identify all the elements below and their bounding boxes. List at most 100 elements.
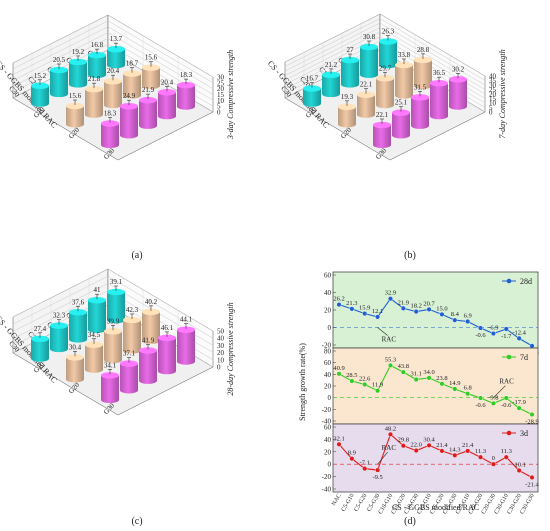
bar-G20-C30: 30.4 [66,343,84,383]
bar-body [104,331,122,364]
bar-G20-C30: 15.6 [66,92,84,128]
data-label: 23.8 [436,375,447,382]
bar-body [322,74,340,98]
bar-body [158,337,176,375]
data-label: 0 [492,455,495,462]
bar-body [376,78,394,109]
bar-body [142,311,160,345]
bar-body [360,47,378,78]
bar-top [31,82,49,90]
data-point [336,441,342,447]
data-label: -0.6 [475,332,486,339]
z-tick-label: 0 [217,364,221,372]
data-label: 24.9 [123,92,136,100]
bar-top [392,109,410,116]
bar-top [104,328,122,335]
bar-G10-C20: 21.2 [322,61,340,98]
data-label: 22.1 [360,81,373,89]
bar-body [66,106,84,128]
data-label: -7.1 [360,460,370,467]
bar-G10-C15: 37.6 [69,298,87,343]
y-tick-label: -40 [322,486,332,494]
data-label: 13.7 [110,35,123,43]
data-label: 21.8 [88,75,101,83]
bar-top [376,75,394,82]
bar-G10-C30: 16.7 [303,75,321,107]
data-point [413,448,419,454]
data-point [452,386,458,392]
panel-label-a: (a) [131,250,142,261]
bar-G20-C10: 33.8 [395,51,413,99]
z-tick-label: 25 [489,86,497,94]
x-axis-label: CS - GGBS modified RAC [392,503,479,512]
bar-G20-C20: 21.8 [85,75,103,118]
bar-body [395,64,413,99]
data-point [426,306,432,312]
bar-G30-C30: 34.1 [101,361,119,404]
bar-G10-C30: 27.4 [31,325,49,362]
bar-body [139,350,157,384]
data-point [387,296,393,302]
bar-G20-C10: 18.7 [123,60,141,99]
data-label: 30.8 [363,33,376,41]
bar-body [414,59,432,90]
y-tick-label: 20 [324,383,332,391]
bar-body [357,94,375,118]
bar-top [85,341,103,349]
legend-label: 7d [520,353,528,362]
y-tick-label: 20 [324,448,332,456]
bar-body [88,300,106,333]
data-label: 6.8 [464,385,472,392]
annotation-arrow [377,452,388,465]
bar-top [123,316,141,324]
y-tick-label: 20 [324,307,332,315]
data-label: 21.9 [142,86,155,94]
chart-growth-rate-lines: Strength growth rate(%) -20020406026.221.… [298,272,540,516]
y-tick-label: 60 [324,359,332,367]
data-label: 14.9 [449,380,460,387]
data-label: 21.4 [462,442,474,449]
data-point [465,448,471,454]
bar-body [373,124,391,149]
z-tick-label: 10 [217,356,225,364]
bar-G10-C15: 19.2 [69,48,87,88]
z-tick-label: 15 [489,95,497,103]
data-label: 11.3 [475,448,486,455]
data-point [516,335,522,341]
data-label: 42.3 [126,306,139,314]
z-axis-label: 28-day Compressive strength [226,302,235,395]
data-label: -12.4 [512,329,526,336]
bar-G10-C5: 13.7 [107,35,125,69]
bar-body [177,329,195,365]
bar-body [69,61,87,88]
data-point [452,317,458,323]
data-label: -9.5 [372,474,382,481]
bar-G10-C10: 41 [88,286,106,333]
bar-G10-C5: 26.3 [379,27,397,69]
legend-marker [506,354,512,360]
data-label: 22.6 [359,375,371,382]
bar-body [31,338,49,362]
bar-body [69,312,87,343]
bar-top [357,91,375,98]
data-label: 18.2 [411,303,422,310]
data-point [478,325,484,331]
z-tick-label: 20 [217,85,225,93]
bar-top [123,70,141,77]
x-tick-label: NAC [331,493,343,507]
data-point [516,467,522,473]
bar-body [142,67,160,90]
z-tick-label: 40 [217,335,225,343]
data-point [413,377,419,383]
bar-G10-C15: 27 [341,46,359,88]
bar-top [66,102,84,110]
data-point [375,467,381,473]
data-point [452,452,458,458]
bar-top [360,43,378,51]
panel-label-c: (c) [131,516,142,527]
bar-top [142,308,160,316]
legend-label: 28d [520,277,532,286]
data-label: 46.1 [161,324,174,332]
